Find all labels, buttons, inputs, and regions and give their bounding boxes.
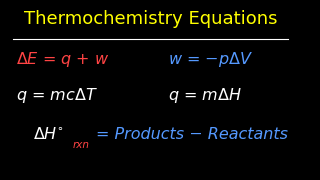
Text: $\Delta$H$^{\circ}$: $\Delta$H$^{\circ}$ xyxy=(33,126,64,142)
Text: w = $-$p$\Delta$V: w = $-$p$\Delta$V xyxy=(168,50,253,69)
Text: = Products − Reactants: = Products − Reactants xyxy=(96,127,288,142)
Text: q = mc$\Delta$T: q = mc$\Delta$T xyxy=(16,86,98,105)
Text: $\Delta$E = q + w: $\Delta$E = q + w xyxy=(16,50,109,69)
Text: rxn: rxn xyxy=(73,140,90,150)
Text: Thermochemistry Equations: Thermochemistry Equations xyxy=(24,10,277,28)
Text: q = m$\Delta$H: q = m$\Delta$H xyxy=(168,86,242,105)
